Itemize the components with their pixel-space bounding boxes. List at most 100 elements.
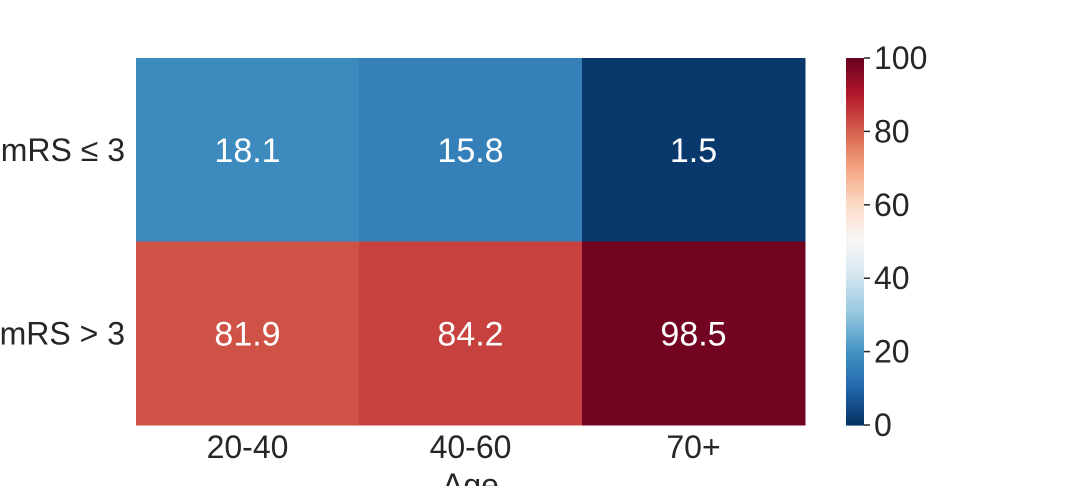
colorbar-tick-label: 20 <box>874 334 910 370</box>
colorbar-segment <box>846 64 864 68</box>
colorbar-segment <box>846 394 864 399</box>
colorbar-tick-label: 60 <box>874 187 910 223</box>
colorbar-segment <box>846 229 864 233</box>
colorbar-segment <box>846 207 864 212</box>
colorbar-segment <box>846 100 864 105</box>
colorbar-segment <box>846 186 864 191</box>
colorbar-segment <box>846 324 864 328</box>
colorbar-segment <box>846 220 864 224</box>
colorbar-segment <box>846 330 864 334</box>
colorbar-segment <box>846 342 864 347</box>
colorbar-segment <box>846 152 864 157</box>
colorbar-segment <box>846 412 864 417</box>
colorbar-segment <box>846 161 864 166</box>
colorbar-segment <box>846 158 864 163</box>
colorbar-segment <box>846 415 864 420</box>
colorbar-segment <box>846 58 864 62</box>
colorbar-segment <box>846 113 864 117</box>
colorbar-segment <box>846 421 864 426</box>
colorbar-segment <box>846 210 864 215</box>
colorbar-segment <box>846 67 864 71</box>
colorbar-segment <box>846 94 864 99</box>
colorbar-segment <box>846 235 864 240</box>
cell-value-label: 98.5 <box>660 315 726 353</box>
colorbar-segment <box>846 366 864 371</box>
colorbar-segment <box>846 391 864 396</box>
heatmap-cell <box>136 58 360 242</box>
colorbar-segment <box>846 201 864 206</box>
colorbar-segment <box>846 388 864 392</box>
colorbar-segment <box>846 265 864 270</box>
heatmap-cell <box>136 241 360 426</box>
colorbar-segment <box>846 250 864 255</box>
heatmap-cell <box>582 58 806 242</box>
colorbar-segment <box>846 376 864 380</box>
colorbar-segment <box>846 311 864 316</box>
colorbar-segment <box>846 171 864 175</box>
colorbar-segment <box>846 385 864 389</box>
colorbar-segment <box>846 109 864 114</box>
colorbar-segment <box>846 213 864 218</box>
colorbar-segment <box>846 321 864 325</box>
colorbar-segment <box>846 180 864 184</box>
colorbar-segment <box>846 137 864 142</box>
colorbar-segment <box>846 305 864 310</box>
colorbar-segment <box>846 198 864 203</box>
colorbar-segment <box>846 119 864 123</box>
heatmap-cell <box>359 241 583 426</box>
colorbar-segment <box>846 256 864 261</box>
x-axis-ticks: 20-40 40-60 70+ <box>207 429 721 465</box>
colorbar-segment <box>846 406 864 411</box>
x-tick-label: 70+ <box>666 429 720 465</box>
colorbar-tick-label: 40 <box>874 260 910 296</box>
colorbar-segment <box>846 174 864 178</box>
colorbar-segment <box>846 143 864 148</box>
colorbar-segment <box>846 269 864 273</box>
colorbar-segment <box>846 146 864 151</box>
colorbar-segment <box>846 82 864 87</box>
colorbar-segment <box>846 149 864 154</box>
colorbar-segment <box>846 327 864 331</box>
colorbar-segment <box>846 88 864 93</box>
colorbar-segment <box>846 61 864 65</box>
colorbar-segment <box>846 125 864 129</box>
heatmap-cells <box>136 58 806 426</box>
y-tick-label: mRS > 3 <box>0 315 125 351</box>
colorbar-segment <box>846 253 864 258</box>
colorbar-segment <box>846 369 864 374</box>
colorbar-segment <box>846 195 864 200</box>
colorbar-segment <box>846 360 864 365</box>
colorbar-segment <box>846 302 864 307</box>
colorbar-segment <box>846 290 864 295</box>
colorbar-segment <box>846 363 864 368</box>
colorbar-segment <box>846 85 864 90</box>
colorbar-segment <box>846 134 864 139</box>
colorbar-segment <box>846 232 864 236</box>
cell-value-label: 18.1 <box>214 132 280 170</box>
cell-value-label: 81.9 <box>214 315 280 353</box>
colorbar-segment <box>846 177 864 181</box>
colorbar-segment <box>846 106 864 111</box>
colorbar-segment <box>846 165 864 169</box>
x-tick-label: 40-60 <box>430 429 512 465</box>
colorbar-segment <box>846 296 864 301</box>
colorbar-segment <box>846 354 864 359</box>
colorbar-segment <box>846 223 864 227</box>
colorbar-segment <box>846 348 864 353</box>
colorbar-segment <box>846 128 864 132</box>
cell-value-label: 15.8 <box>437 132 503 170</box>
y-axis-ticks: mRS ≤ 3 mRS > 3 <box>0 132 125 352</box>
colorbar-segment <box>846 287 864 292</box>
colorbar-segment <box>846 397 864 402</box>
colorbar-segment <box>846 168 864 172</box>
colorbar-segment <box>846 259 864 264</box>
colorbar-segment <box>846 418 864 423</box>
colorbar-segment <box>846 116 864 120</box>
colorbar-segment <box>846 382 864 386</box>
colorbar-segment <box>846 217 864 221</box>
colorbar-segment <box>846 97 864 102</box>
colorbar-segment <box>846 314 864 319</box>
x-tick-label: 20-40 <box>207 429 289 465</box>
colorbar-segment <box>846 155 864 160</box>
colorbar-segment <box>846 103 864 108</box>
